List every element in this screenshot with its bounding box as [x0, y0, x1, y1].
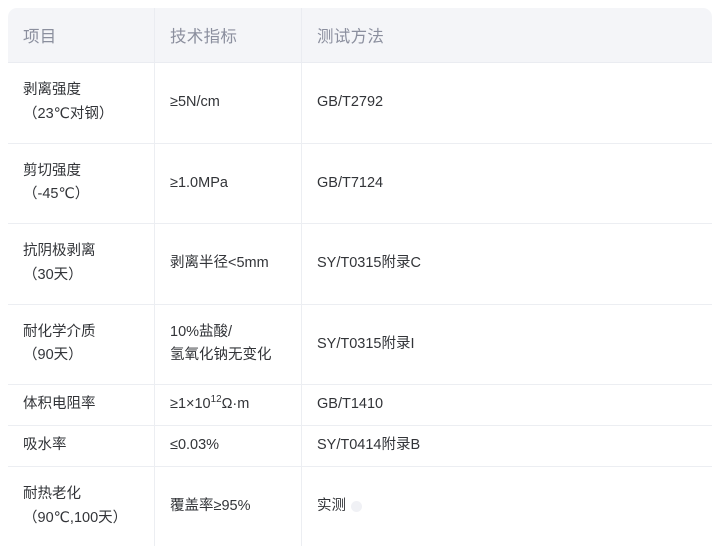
cell-spec: 覆盖率≥95% [155, 467, 302, 546]
cell-spec-text: 剥离半径<5mm [170, 252, 291, 275]
cell-spec-line: ≤0.03% [170, 437, 220, 454]
cell-item-line: 耐化学介质 [23, 323, 96, 340]
cell-item: 剥离强度 （23℃对钢） [8, 63, 155, 144]
table-header: 项目 技术指标 测试方法 [8, 8, 712, 63]
cell-spec-text: ≤0.03% [170, 434, 291, 457]
table-row: 吸水率 ≤0.03% SY/T0414附录B [8, 426, 712, 468]
cell-item: 耐化学介质 （90天） [8, 304, 155, 385]
cell-method-text: 实测 [317, 497, 346, 514]
table-body: 剥离强度 （23℃对钢） ≥5N/cm GB/T2792 剪切强度 （-45℃） ≥1.0M… [8, 63, 712, 546]
cell-spec-text: 10%盐酸/氢氧化钠无变化 [170, 321, 291, 368]
cell-item-text: 体积电阻率 [23, 393, 144, 416]
cell-item-line: （90天） [23, 347, 83, 364]
cell-method-text: SY/T0414附录B [317, 437, 421, 454]
cell-item-line: 吸水率 [23, 437, 67, 454]
cell-spec: ≥5N/cm [155, 63, 302, 144]
cell-item-text: 抗阴极剥离 （30天） [23, 240, 144, 287]
cell-method-text: GB/T1410 [317, 396, 384, 413]
watermark-dot-icon [351, 500, 362, 512]
cell-method: 实测 [302, 467, 712, 546]
table-row: 抗阴极剥离 （30天） 剥离半径<5mm SY/T0315附录C [8, 224, 712, 305]
column-header-method: 测试方法 [302, 8, 712, 63]
cell-spec-line: 10%盐酸/ [170, 323, 233, 340]
cell-method-text: SY/T0315附录C [317, 255, 421, 271]
cell-method: SY/T0315附录C [302, 224, 712, 305]
column-header-item: 项目 [8, 8, 155, 63]
cell-spec-line: 覆盖率≥95% [170, 497, 251, 514]
cell-item: 剪切强度 （-45℃） [8, 143, 155, 224]
cell-method: GB/T2792 [302, 63, 712, 144]
table-row: 剪切强度 （-45℃） ≥1.0MPa GB/T7124 [8, 143, 712, 224]
spec-table-container: 项目 技术指标 测试方法 剥离强度 （23℃对钢） ≥5N/cm GB/T2792 剪切… [8, 8, 712, 546]
cell-item-line: 抗阴极剥离 [23, 243, 96, 260]
table-row: 体积电阻率 ≥1×1012Ω·m GB/T1410 [8, 385, 712, 427]
cell-method-text: GB/T2792 [317, 94, 384, 110]
cell-item: 抗阴极剥离 （30天） [8, 224, 155, 305]
cell-spec-line: ≥1.0MPa [170, 174, 228, 191]
cell-method-text: SY/T0315附录I [317, 335, 415, 352]
cell-spec: ≤0.03% [155, 426, 302, 468]
cell-method: SY/T0315附录I [302, 305, 712, 385]
cell-item: 体积电阻率 [8, 385, 155, 427]
cell-spec-line: ≥5N/cm [170, 94, 220, 110]
cell-method: SY/T0414附录B [302, 426, 712, 468]
cell-item-line: （-45℃） [23, 186, 90, 203]
cell-method: GB/T7124 [302, 144, 712, 224]
cell-spec-base: ≥1×10 [170, 396, 211, 413]
cell-spec: ≥1.0MPa [155, 143, 302, 224]
cell-method: GB/T1410 [302, 385, 712, 427]
cell-spec-text: ≥1.0MPa [170, 172, 291, 195]
table-row: 耐热老化 （90℃,100天） 覆盖率≥95% 实测 [8, 467, 712, 546]
cell-item-line: 体积电阻率 [23, 396, 96, 413]
technical-specification-table: 项目 技术指标 测试方法 剥离强度 （23℃对钢） ≥5N/cm GB/T2792 剪切… [8, 8, 712, 546]
cell-spec-suffix: Ω·m [221, 396, 250, 413]
cell-item-text: 剪切强度 （-45℃） [23, 160, 144, 207]
cell-item-line: （30天） [23, 266, 83, 283]
table-row: 耐化学介质 （90天） 10%盐酸/氢氧化钠无变化 SY/T0315附录I [8, 304, 712, 385]
cell-spec-line: 氢氧化钠无变化 [170, 347, 272, 364]
cell-item: 吸水率 [8, 426, 155, 468]
cell-item-line: 剪切强度 [23, 162, 81, 179]
cell-method-text: GB/T7124 [317, 174, 384, 191]
cell-spec: 10%盐酸/氢氧化钠无变化 [155, 304, 302, 385]
cell-item-text: 剥离强度 （23℃对钢） [23, 79, 144, 126]
cell-spec-text: ≥5N/cm [170, 91, 291, 114]
cell-item: 耐热老化 （90℃,100天） [8, 467, 155, 546]
cell-spec-text: 覆盖率≥95% [170, 495, 291, 518]
cell-spec: ≥1×1012Ω·m [155, 385, 302, 427]
cell-item-text: 吸水率 [23, 434, 144, 457]
cell-item-line: 剥离强度 [23, 82, 81, 99]
cell-item-line: 耐热老化 [23, 486, 81, 503]
cell-item-line: （23℃对钢） [23, 105, 114, 122]
cell-spec-line: 剥离半径<5mm [170, 255, 269, 271]
cell-item-line: （90℃,100天） [23, 509, 128, 526]
cell-spec-exponent: 12 [210, 394, 222, 406]
column-header-spec: 技术指标 [155, 8, 302, 63]
table-row: 剥离强度 （23℃对钢） ≥5N/cm GB/T2792 [8, 63, 712, 144]
cell-spec-text: ≥1×1012Ω·m [170, 393, 291, 416]
cell-item-text: 耐热老化 （90℃,100天） [23, 483, 144, 530]
cell-spec: 剥离半径<5mm [155, 224, 302, 305]
cell-item-text: 耐化学介质 （90天） [23, 321, 144, 368]
table-header-row: 项目 技术指标 测试方法 [8, 8, 712, 63]
